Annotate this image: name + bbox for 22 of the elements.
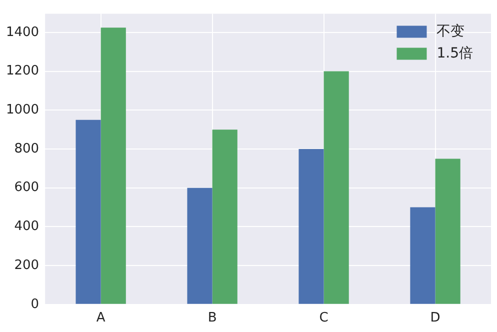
- y-tick-label: 200: [14, 258, 40, 273]
- legend-label: 不变: [436, 23, 465, 40]
- bar: [212, 130, 238, 304]
- bar: [324, 71, 349, 304]
- y-tick-label: 0: [30, 296, 40, 312]
- y-tick-label: 400: [14, 219, 40, 234]
- bar: [410, 207, 436, 304]
- x-tick-label: C: [319, 310, 328, 326]
- y-tick-label: 1000: [6, 102, 40, 118]
- bar: [100, 28, 126, 304]
- bar: [76, 120, 101, 304]
- y-tick-label: 1400: [6, 24, 40, 40]
- bar: [435, 158, 460, 304]
- y-tick-label: 1200: [6, 64, 40, 79]
- legend-label: 1.5倍: [436, 45, 473, 62]
- x-tick-label: D: [430, 310, 440, 326]
- y-tick-label: 800: [14, 141, 40, 156]
- x-tick-label: A: [96, 310, 106, 326]
- bar: [187, 188, 212, 304]
- bar: [298, 149, 324, 304]
- x-tick-label: B: [208, 310, 217, 326]
- y-tick-label: 600: [14, 180, 40, 196]
